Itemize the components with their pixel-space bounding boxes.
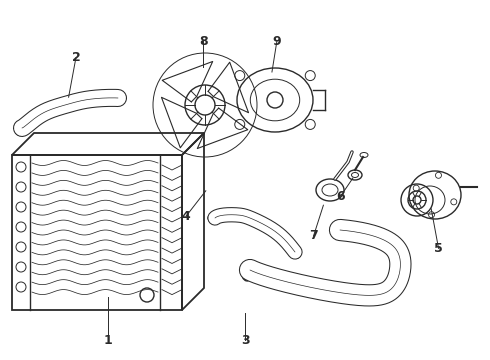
Text: 6: 6 <box>336 190 345 203</box>
Text: 7: 7 <box>309 229 318 242</box>
Text: 2: 2 <box>72 51 80 64</box>
Text: 3: 3 <box>241 334 249 347</box>
Text: 9: 9 <box>272 35 281 48</box>
Text: 1: 1 <box>103 334 112 347</box>
Text: 5: 5 <box>434 242 443 255</box>
Text: 4: 4 <box>182 210 191 222</box>
Text: 8: 8 <box>199 35 208 48</box>
